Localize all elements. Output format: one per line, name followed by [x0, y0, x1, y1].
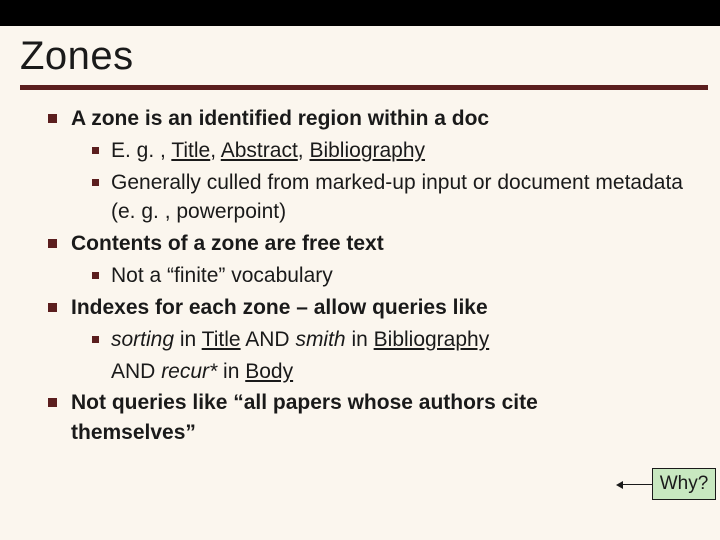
bullet-icon — [92, 179, 99, 186]
bullet-text: AND recur* in Body — [111, 357, 700, 387]
bullet-l1: Contents of a zone are free text — [48, 229, 700, 259]
bullet-icon — [48, 398, 57, 407]
bullet-text: E. g. , Title, Abstract, Bibliography — [111, 136, 700, 166]
bullet-l1: Indexes for each zone – allow queries li… — [48, 293, 700, 323]
callout-box: Why? — [652, 468, 716, 500]
bullet-text: Contents of a zone are free text — [71, 229, 700, 259]
top-bar — [0, 0, 720, 26]
bullet-text: sorting in Title AND smith in Bibliograp… — [111, 325, 700, 355]
slide-body: A zone is an identified region within a … — [0, 90, 720, 448]
callout-arrow — [622, 484, 652, 485]
bullet-icon — [48, 114, 57, 123]
bullet-continuation: AND recur* in Body — [48, 357, 700, 387]
bullet-l1: A zone is an identified region within a … — [48, 104, 700, 134]
bullet-l2: sorting in Title AND smith in Bibliograp… — [48, 325, 700, 355]
bullet-text: Not queries like “all papers whose autho… — [71, 388, 631, 448]
bullet-l2: E. g. , Title, Abstract, Bibliography — [48, 136, 700, 166]
bullet-icon — [92, 147, 99, 154]
bullet-l2: Generally culled from marked-up input or… — [48, 168, 700, 228]
bullet-l1: Not queries like “all papers whose autho… — [48, 388, 700, 448]
bullet-text: Generally culled from marked-up input or… — [111, 168, 700, 228]
bullet-icon — [92, 272, 99, 279]
bullet-icon — [48, 239, 57, 248]
bullet-l2: Not a “finite” vocabulary — [48, 261, 700, 291]
bullet-icon — [48, 303, 57, 312]
bullet-text: A zone is an identified region within a … — [71, 104, 700, 134]
bullet-icon — [92, 336, 99, 343]
bullet-text: Indexes for each zone – allow queries li… — [71, 293, 700, 323]
bullet-text: Not a “finite” vocabulary — [111, 261, 700, 291]
slide-title: Zones — [20, 34, 720, 79]
